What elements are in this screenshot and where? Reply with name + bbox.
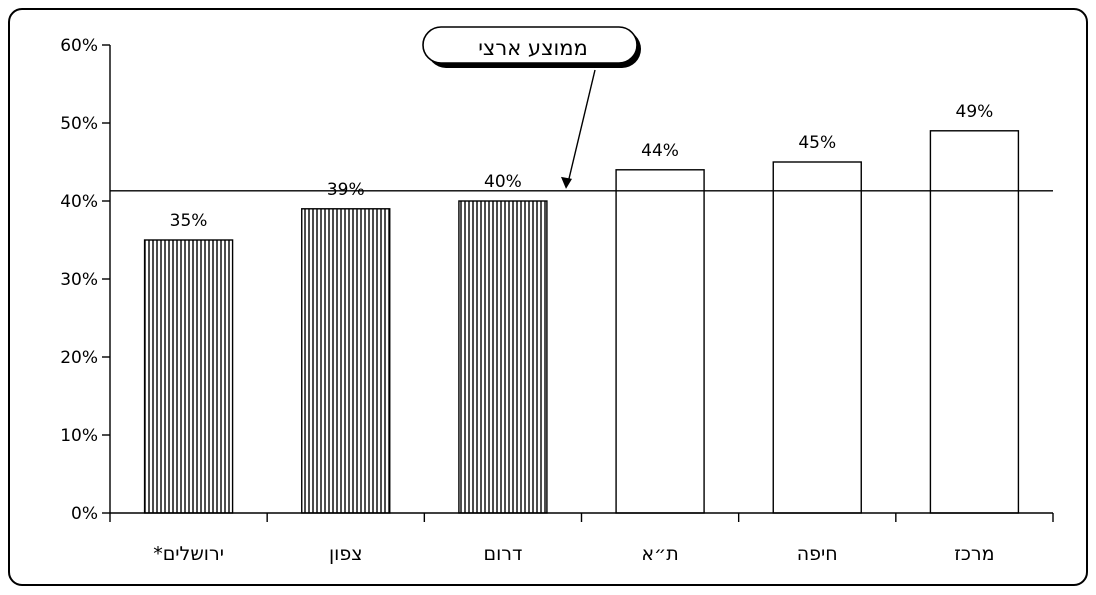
bar-2 xyxy=(301,208,391,514)
bar-4 xyxy=(615,169,705,514)
category-label-4: ת״א xyxy=(641,543,678,565)
bar-3 xyxy=(458,200,548,514)
bar-5 xyxy=(772,161,862,514)
axes-group: 0% 10% 20% 30% 40% 50% 60% xyxy=(60,36,1054,524)
y-tick-label-50: 50% xyxy=(60,114,98,134)
category-label-2: צפון xyxy=(329,543,363,565)
y-tick-label-10: 10% xyxy=(60,426,98,446)
y-tick-label-40: 40% xyxy=(60,192,98,212)
y-tick-label-60: 60% xyxy=(60,36,98,56)
callout-label: ממוצע ארצי xyxy=(478,36,588,60)
callout-arrow-head xyxy=(561,176,572,189)
data-label-5: 45% xyxy=(798,133,836,153)
y-tick-label-20: 20% xyxy=(60,348,98,368)
data-label-1: 35% xyxy=(170,211,208,231)
category-label-1: ירושלים* xyxy=(153,543,224,565)
y-tick-label-0: 0% xyxy=(71,504,98,524)
labels-group: 35% ירושלים* 39% צפון 40% דרום 44% ת״א 45% חיפה 49… xyxy=(153,102,994,565)
bar-1 xyxy=(143,239,234,514)
callout-box xyxy=(422,26,638,64)
category-label-5: חיפה xyxy=(797,543,838,565)
data-label-4: 44% xyxy=(641,141,679,161)
data-label-6: 49% xyxy=(956,102,994,122)
reference-line-group: ממוצע ארצי xyxy=(110,26,1053,192)
y-tick-label-30: 30% xyxy=(60,270,98,290)
bars-group xyxy=(143,130,1020,514)
data-label-2: 39% xyxy=(327,180,365,200)
category-label-3: דרום xyxy=(483,543,522,565)
callout-arrow-shaft xyxy=(567,69,596,184)
data-label-3: 40% xyxy=(484,172,522,192)
category-label-6: מרכז xyxy=(954,543,994,565)
bar-6 xyxy=(929,130,1020,514)
